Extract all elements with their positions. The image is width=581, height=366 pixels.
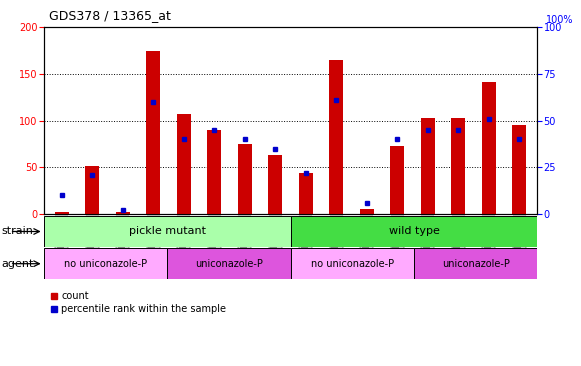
Bar xyxy=(116,212,130,214)
Bar xyxy=(268,155,282,214)
Bar xyxy=(290,216,537,247)
Text: GSM3855: GSM3855 xyxy=(393,218,401,258)
Bar xyxy=(482,82,496,214)
Text: GSM3850: GSM3850 xyxy=(119,218,127,258)
Text: GSM3847: GSM3847 xyxy=(484,218,493,258)
Text: uniconazole-P: uniconazole-P xyxy=(442,259,510,269)
Text: GSM3844: GSM3844 xyxy=(241,218,249,258)
Bar xyxy=(44,216,290,247)
Text: pickle mutant: pickle mutant xyxy=(128,227,206,236)
Text: agent: agent xyxy=(1,259,34,269)
Bar xyxy=(238,144,252,214)
Text: percentile rank within the sample: percentile rank within the sample xyxy=(61,303,226,314)
Text: GSM3846: GSM3846 xyxy=(454,218,462,258)
Bar xyxy=(290,248,414,279)
Text: GSM3851: GSM3851 xyxy=(149,218,158,258)
Bar xyxy=(85,165,99,214)
Text: GSM3854: GSM3854 xyxy=(362,218,371,258)
Bar xyxy=(421,118,435,214)
Bar xyxy=(512,126,526,214)
Text: GSM3856: GSM3856 xyxy=(271,218,280,258)
Bar xyxy=(299,173,313,214)
Bar xyxy=(207,130,221,214)
Text: GSM3845: GSM3845 xyxy=(423,218,432,258)
Bar xyxy=(167,248,290,279)
Bar xyxy=(177,114,191,214)
Bar xyxy=(451,118,465,214)
Bar xyxy=(414,248,537,279)
Bar xyxy=(146,51,160,214)
Text: GSM3842: GSM3842 xyxy=(180,218,188,258)
Text: wild type: wild type xyxy=(389,227,439,236)
Bar xyxy=(44,248,167,279)
Text: strain: strain xyxy=(1,227,33,236)
Text: GSM3853: GSM3853 xyxy=(332,218,340,258)
Text: GSM3841: GSM3841 xyxy=(58,218,66,258)
Bar xyxy=(360,209,374,214)
Bar xyxy=(329,60,343,214)
Bar xyxy=(390,146,404,214)
Text: GSM3848: GSM3848 xyxy=(515,218,523,258)
Text: GDS378 / 13365_at: GDS378 / 13365_at xyxy=(49,9,171,22)
Text: uniconazole-P: uniconazole-P xyxy=(195,259,263,269)
Text: GSM3843: GSM3843 xyxy=(210,218,219,258)
Text: GSM3852: GSM3852 xyxy=(301,218,310,258)
Text: no uniconazole-P: no uniconazole-P xyxy=(311,259,394,269)
Text: no uniconazole-P: no uniconazole-P xyxy=(64,259,147,269)
Text: 100%: 100% xyxy=(546,15,573,25)
Text: count: count xyxy=(61,291,89,301)
Text: GSM3849: GSM3849 xyxy=(88,218,97,258)
Bar xyxy=(55,212,69,214)
